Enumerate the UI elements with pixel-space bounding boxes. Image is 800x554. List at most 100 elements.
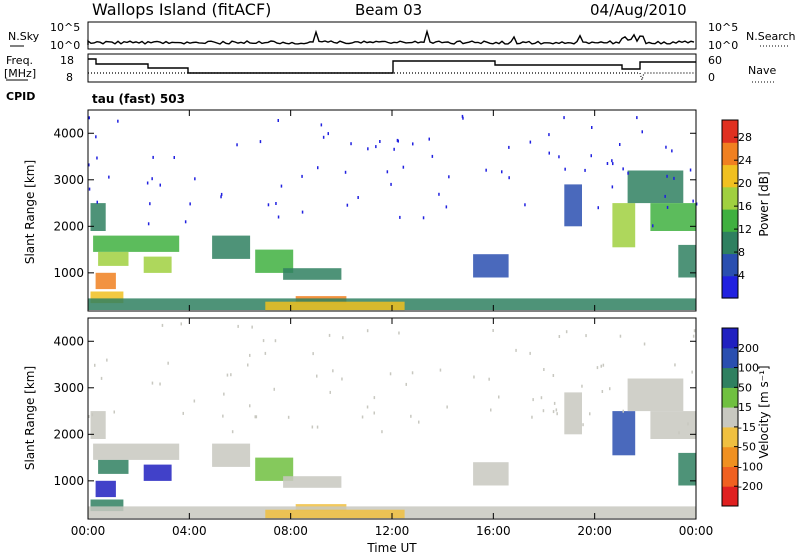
- speckle-dot: [379, 140, 381, 143]
- speckle-dot: [531, 415, 533, 419]
- freq-unit-label: [MHz]: [4, 67, 36, 80]
- speckle-dot: [428, 137, 430, 141]
- speckle-dot: [540, 396, 543, 400]
- freq-trace: [88, 58, 696, 74]
- freq-panel: Freq. [MHz] 18 8 60 0 Nave: [4, 53, 776, 84]
- speckle-dot: [341, 377, 343, 381]
- speckle-dot: [652, 224, 654, 228]
- colorbar-segment: [722, 486, 738, 507]
- speckle-dot: [180, 322, 182, 326]
- heatmap-patch-14: [612, 203, 636, 248]
- speckle-dot: [543, 368, 545, 371]
- speckle-dot: [602, 363, 605, 367]
- speckle-dot: [612, 162, 614, 166]
- heatmap-patch-15: [627, 170, 684, 204]
- speckle-dot: [590, 154, 592, 158]
- y-tick-label: 3000: [53, 173, 84, 187]
- power-ylabel: Slant Range [km]: [23, 160, 37, 264]
- speckle-dot: [589, 412, 591, 416]
- speckle-dot: [161, 323, 164, 327]
- speckle-dot: [399, 215, 401, 219]
- speckle-dot: [438, 192, 440, 196]
- speckle-dot: [405, 382, 407, 386]
- speckle-dot: [264, 351, 267, 355]
- speckle-dot: [564, 167, 566, 171]
- heatmap-patch-17: [678, 452, 696, 486]
- speckle-dot: [151, 177, 153, 181]
- colorbar-segment: [722, 446, 738, 467]
- speckle-dot: [346, 203, 349, 207]
- nsky-panel: N.Sky 10^5 10^0 10^5 10^0 N.Search: [8, 21, 796, 52]
- heatmap-patch-6: [212, 443, 251, 467]
- speckle-dot: [332, 369, 334, 373]
- speckle-dot: [344, 170, 347, 174]
- speckle-dot: [445, 205, 448, 209]
- speckle-dot: [665, 145, 667, 149]
- speckle-dot: [462, 116, 464, 120]
- station-title: Wallops Island (fitACF): [92, 0, 271, 19]
- speckle-dot: [223, 392, 225, 396]
- speckle-dot: [96, 200, 98, 204]
- colorbar-segment: [722, 367, 738, 388]
- speckle-dot: [508, 145, 510, 149]
- speckle-dot: [548, 151, 550, 155]
- x-tick-label: 04:00: [172, 524, 207, 538]
- speckle-dot: [259, 140, 262, 144]
- speckle-dot: [597, 206, 599, 210]
- colorbar-frame: [721, 119, 739, 299]
- speckle-dot: [184, 220, 187, 224]
- speckle-dot: [664, 194, 666, 198]
- speckle-dot: [230, 373, 232, 377]
- y-tick-label: 1000: [53, 474, 84, 488]
- nsearch-tick-top: 10^5: [708, 21, 738, 34]
- speckle-dot: [448, 175, 450, 179]
- y-tick-label: 1000: [53, 266, 84, 280]
- speckle-dot: [619, 334, 622, 338]
- speckle-dot: [113, 410, 115, 414]
- speckle-dot: [373, 396, 376, 400]
- speckle-dot: [237, 324, 239, 328]
- speckle-dot: [418, 420, 420, 424]
- speckle-dot: [350, 142, 352, 146]
- speckle-dot: [189, 202, 191, 206]
- speckle-dot: [96, 156, 98, 160]
- speckle-dot: [249, 404, 251, 408]
- speckle-dot: [247, 363, 249, 367]
- speckle-dot: [152, 155, 154, 159]
- speckle-dot: [357, 196, 359, 199]
- speckle-dot: [524, 203, 526, 207]
- speckle-dot: [552, 374, 555, 377]
- colorbar-segment: [722, 142, 738, 166]
- speckle-dot: [88, 187, 91, 191]
- speckle-dot: [446, 405, 448, 409]
- speckle-dot: [636, 116, 638, 120]
- speckle-dot: [95, 135, 97, 139]
- speckle-dot: [167, 361, 169, 365]
- speckle-dot: [108, 175, 110, 179]
- speckle-dot: [606, 162, 609, 165]
- cpid-value: tau (fast) 503: [92, 92, 185, 106]
- speckle-dot: [515, 348, 517, 352]
- speckle-dot: [311, 425, 314, 429]
- speckle-dot: [312, 352, 314, 356]
- speckle-dot: [600, 364, 602, 368]
- speckle-dot: [151, 381, 154, 385]
- heatmap-patch-14: [612, 411, 636, 456]
- nsky-tick-top: 10^5: [50, 21, 80, 34]
- speckle-dot: [273, 387, 275, 391]
- speckle-dot: [147, 222, 150, 226]
- speckle-dot: [398, 331, 400, 335]
- speckle-dot: [396, 138, 399, 142]
- speckle-dot: [367, 147, 369, 151]
- colorbar-tick-label: 12: [738, 223, 752, 236]
- speckle-dot: [222, 414, 224, 418]
- heatmap-patch-15: [627, 378, 684, 412]
- speckle-dot: [687, 422, 689, 426]
- speckle-dot: [88, 415, 90, 418]
- speckle-dot: [255, 415, 258, 419]
- speckle-dot: [695, 202, 698, 206]
- colorbar-segment: [722, 164, 738, 188]
- speckle-dot: [692, 334, 695, 338]
- colorbar-segment: [722, 347, 738, 369]
- speckle-dot: [529, 351, 531, 355]
